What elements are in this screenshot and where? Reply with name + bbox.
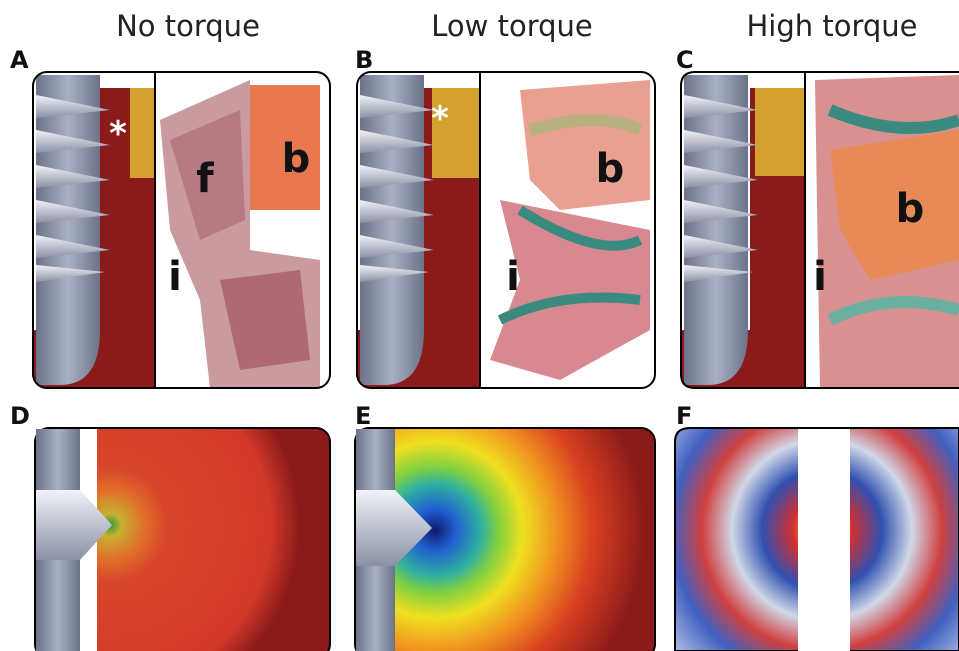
- annotation: i: [813, 254, 827, 300]
- column-title: No torque: [116, 9, 260, 43]
- panel-d: [35, 428, 330, 651]
- panel-label: C: [676, 46, 694, 74]
- panel-f: [675, 428, 959, 651]
- panel-e: [355, 428, 655, 651]
- annotation: b: [282, 136, 311, 182]
- annotation: *: [431, 99, 449, 139]
- annotation: b: [896, 186, 925, 232]
- annotation: i: [506, 254, 520, 300]
- annotation: *: [109, 114, 127, 154]
- annotation: b: [596, 146, 625, 192]
- panel-b: [357, 72, 655, 388]
- annotation: f: [196, 156, 214, 202]
- column-title: High torque: [746, 9, 917, 43]
- figure: No torque Low torque High torque A B C D…: [0, 0, 959, 651]
- panel-label: B: [355, 46, 373, 74]
- annotation: i: [168, 254, 182, 300]
- panel-label: D: [10, 402, 30, 430]
- panel-label: F: [676, 402, 692, 430]
- panel-a: [33, 72, 330, 388]
- panel-label: E: [355, 402, 371, 430]
- panel-label: A: [10, 46, 29, 74]
- column-title: Low torque: [431, 9, 592, 43]
